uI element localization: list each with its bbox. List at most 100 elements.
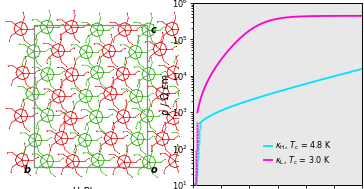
Point (194, 171, 199, 174)
Point (195, 142, 201, 145)
Point (194, 151, 199, 154)
Point (195, 143, 201, 146)
Point (194, 175, 199, 178)
Point (193, 175, 199, 178)
Point (193, 188, 198, 189)
Point (193, 165, 199, 168)
Point (193, 169, 199, 172)
Point (194, 169, 199, 172)
Point (193, 185, 198, 188)
Point (193, 184, 199, 187)
Point (193, 186, 199, 189)
Point (194, 144, 199, 147)
Point (193, 178, 198, 181)
Point (194, 125, 200, 128)
Point (194, 168, 200, 171)
Point (193, 159, 199, 162)
Point (193, 180, 198, 183)
Point (197, 127, 202, 130)
Text: o: o (151, 165, 158, 175)
Point (194, 153, 199, 156)
Point (194, 138, 200, 141)
Point (193, 184, 198, 187)
Point (195, 146, 201, 149)
Point (194, 158, 200, 161)
Point (194, 139, 200, 143)
Point (194, 172, 199, 175)
Point (192, 188, 198, 189)
Point (195, 157, 201, 160)
Text: κH-Phase: κH-Phase (68, 187, 114, 189)
Text: b: b (23, 165, 30, 175)
Point (194, 146, 199, 149)
Point (196, 139, 202, 142)
Point (193, 187, 198, 189)
Point (197, 122, 203, 125)
Point (195, 149, 201, 152)
Point (195, 150, 201, 153)
Point (193, 183, 198, 186)
Point (194, 141, 200, 144)
Point (196, 141, 202, 144)
Point (193, 166, 199, 169)
Point (197, 129, 202, 132)
Point (194, 160, 200, 163)
Point (193, 160, 199, 163)
Point (196, 135, 202, 138)
Point (193, 183, 199, 186)
Point (194, 128, 200, 131)
Point (195, 152, 201, 155)
Point (194, 134, 200, 137)
Point (194, 131, 200, 134)
Point (195, 153, 201, 156)
Point (193, 181, 198, 184)
Point (193, 180, 199, 183)
Point (194, 161, 200, 164)
Point (194, 136, 200, 139)
Point (193, 182, 199, 185)
Point (194, 167, 200, 170)
Point (197, 124, 203, 127)
Point (197, 130, 202, 133)
Point (194, 163, 200, 166)
Point (196, 138, 202, 141)
Point (195, 156, 201, 159)
Point (195, 148, 201, 151)
Point (194, 165, 200, 168)
Point (197, 123, 203, 126)
Point (194, 147, 199, 150)
Point (193, 179, 199, 182)
Legend: $\kappa_\mathrm{H}$, $T_\mathrm{c}$ = 4.8 K, $\kappa_\mathrm{L}$, $T_\mathrm{c}$: $\kappa_\mathrm{H}$, $T_\mathrm{c}$ = 4.… (264, 140, 332, 167)
Point (194, 173, 199, 176)
Point (194, 150, 199, 153)
Point (196, 132, 202, 136)
Point (193, 174, 199, 177)
Point (194, 123, 200, 126)
Point (196, 137, 202, 140)
Point (194, 132, 200, 135)
Point (194, 148, 199, 151)
Point (197, 126, 202, 129)
Point (193, 156, 199, 159)
Point (195, 145, 201, 148)
Point (192, 187, 198, 189)
Point (194, 122, 200, 125)
Point (193, 168, 199, 171)
Point (196, 131, 202, 134)
Point (194, 143, 199, 146)
Point (194, 126, 200, 129)
Point (193, 157, 199, 160)
Text: c: c (151, 25, 157, 35)
Point (193, 177, 198, 180)
Point (193, 176, 199, 179)
Point (193, 171, 199, 174)
Y-axis label: ρ / Ω cm: ρ / Ω cm (161, 74, 171, 115)
Point (193, 177, 199, 180)
Point (193, 154, 199, 157)
Point (194, 135, 200, 138)
Point (196, 134, 202, 137)
Point (195, 154, 201, 157)
Point (193, 172, 199, 175)
Point (193, 162, 199, 165)
Point (194, 129, 200, 132)
